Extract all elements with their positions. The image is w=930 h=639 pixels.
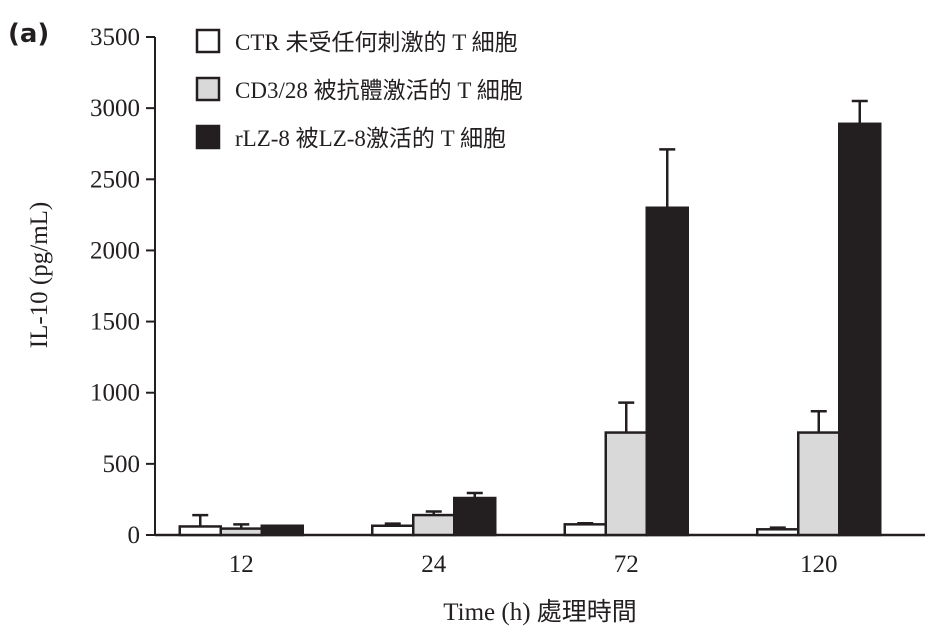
bar [219, 527, 263, 537]
bar [756, 528, 800, 537]
bar [453, 496, 497, 537]
y-tick-label: 2500 [90, 166, 140, 193]
y-tick-label: 3000 [90, 95, 140, 122]
bar [260, 524, 304, 537]
bar [412, 513, 456, 537]
bar [604, 431, 648, 537]
bar [797, 431, 841, 537]
y-tick-label: 1000 [90, 380, 140, 407]
legend-label: CTR 未受任何刺激的 T 細胞 [235, 30, 518, 55]
panel-label: (a) [8, 19, 49, 49]
x-tick-label: 24 [421, 551, 447, 578]
y-tick-label: 2000 [90, 237, 140, 264]
x-tick-label: 120 [800, 551, 838, 578]
y-axis-label: IL-10 (pg/mL) [26, 202, 53, 348]
tick-labels: 0 500 1000 1500 2000 2500 3000 3500 12 24 72 120 [90, 24, 838, 578]
bar [645, 206, 689, 537]
bar [371, 524, 415, 537]
legend-swatch [195, 28, 221, 54]
legend-swatch [195, 76, 221, 102]
y-tick-label: 3500 [90, 24, 140, 51]
legend-label: rLZ-8 被LZ-8激活的 T 細胞 [235, 126, 506, 151]
legend-label: CD3/28 被抗體激活的 T 細胞 [235, 78, 523, 103]
bar [178, 525, 222, 537]
y-tick-label: 500 [103, 451, 141, 478]
x-tick-label: 72 [614, 551, 639, 578]
y-tick-label: 1500 [90, 309, 140, 336]
x-axis-label: Time (h) 處理時間 [443, 598, 637, 626]
bar [838, 122, 882, 537]
legend: CTR 未受任何刺激的 T 細胞 CD3/28 被抗體激活的 T 細胞 rLZ-8 … [195, 28, 523, 151]
y-tick-label: 0 [128, 522, 141, 549]
legend-swatch [195, 124, 221, 150]
bar [563, 523, 607, 537]
x-tick-label: 12 [229, 551, 254, 578]
bars [178, 99, 882, 537]
